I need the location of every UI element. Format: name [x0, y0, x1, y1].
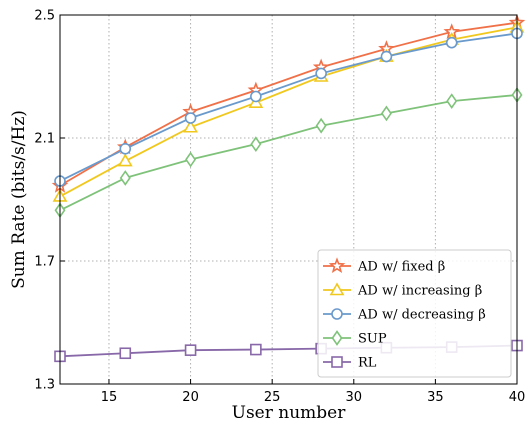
legend-entry-3: SUP: [323, 330, 387, 347]
legend-marker: [331, 330, 343, 346]
data-point: [119, 170, 131, 186]
series-line: [59, 32, 518, 182]
data-point: [250, 90, 262, 103]
data-point: [315, 117, 327, 134]
data-point: [185, 151, 197, 168]
y-tick-label: 1.3: [34, 378, 55, 393]
legend-marker: [328, 257, 346, 274]
x-tick-label: 15: [101, 390, 118, 405]
legend-entry-2: AD w/ decreasing β: [323, 308, 486, 323]
y-axis-label: Sum Rate (bits/s/Hz): [9, 110, 29, 289]
x-axis-label: User number: [232, 403, 347, 423]
legend-label: AD w/ fixed β: [357, 260, 445, 275]
legend-label: AD w/ increasing β: [357, 284, 482, 299]
legend-marker: [329, 282, 345, 296]
legend: AD w/ fixed β AD w/ increasing β AD w/ dec…: [317, 249, 512, 378]
legend-marker: [331, 308, 343, 320]
legend-marker: [331, 356, 343, 368]
series-line: [59, 26, 518, 198]
legend-box: [317, 249, 512, 378]
y-tick-label: 2.5: [34, 9, 55, 24]
data-point: [380, 105, 392, 122]
y-tick-label: 1.7: [34, 255, 55, 270]
data-point: [183, 119, 198, 133]
x-tick-label: 35: [427, 390, 444, 405]
data-point: [250, 343, 262, 356]
legend-label: RL: [358, 356, 377, 371]
data-point: [446, 93, 458, 110]
legend-entry-4: RL: [323, 356, 377, 371]
data-point: [445, 36, 458, 49]
x-tick-label: 25: [264, 390, 281, 405]
legend-entry-0: AD w/ fixed β: [323, 257, 445, 275]
plot-frame: [59, 14, 518, 385]
x-tick-label: 20: [182, 390, 199, 405]
y-tick-label: 2.1: [34, 132, 55, 147]
axis-ticks: 15 20 25 30 35 40 1.3 1.7 2.1 2.5: [34, 9, 525, 406]
legend-entry-1: AD w/ increasing β: [323, 282, 482, 299]
x-tick-label: 30: [346, 390, 363, 405]
series-line: [59, 94, 518, 212]
series-line: [59, 21, 518, 187]
legend-label: AD w/ decreasing β: [357, 308, 486, 323]
data-point: [184, 344, 197, 356]
data-point: [184, 112, 197, 124]
legend-label: SUP: [358, 332, 387, 347]
data-point: [315, 67, 327, 80]
data-point: [119, 142, 132, 155]
data-point: [117, 153, 133, 167]
x-tick-label: 40: [509, 390, 526, 405]
data-point: [250, 136, 262, 153]
data-point: [380, 50, 393, 63]
data-point: [119, 347, 132, 360]
